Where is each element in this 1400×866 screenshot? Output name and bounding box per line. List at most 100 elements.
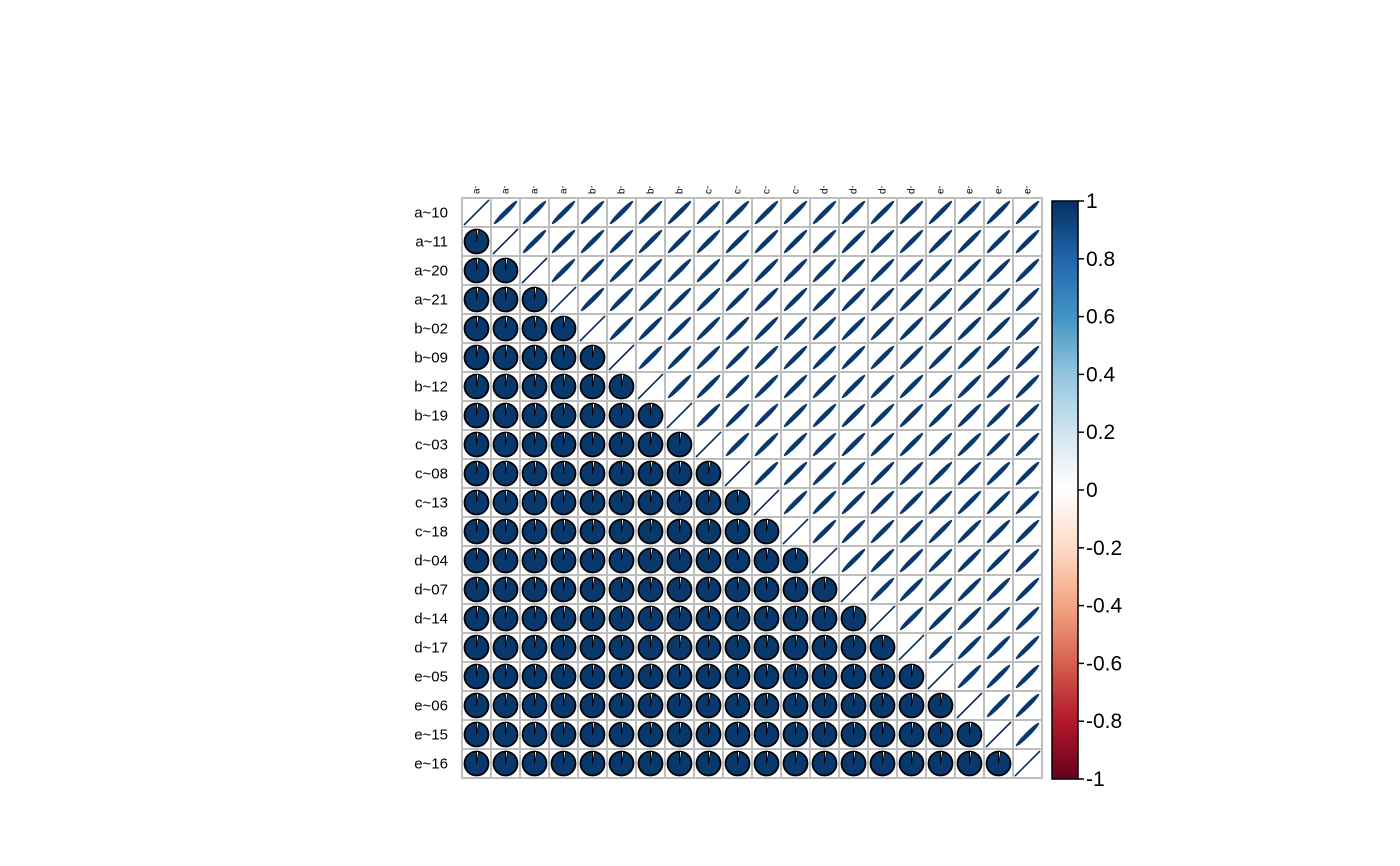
ellipse-mark [1015,693,1040,718]
cell-d~14-e~15 [983,603,1014,634]
cell-c~13-a~21 [548,487,579,518]
ellipse-mark [957,200,982,225]
cell-e~05-c~18 [780,661,811,692]
cell-d~14-d~07 [838,603,869,634]
cell-b~12-e~16 [1012,371,1043,402]
ellipse-mark [841,461,866,486]
cell-d~17-a~11 [490,632,521,663]
cell-c~18-d~07 [838,516,869,547]
cell-b~02-a~11 [490,313,521,344]
cell-d~14-a~21 [548,603,579,634]
ellipse-mark [899,461,924,486]
cell-a~10-e~16 [1012,197,1043,228]
cell-c~03-a~21 [548,429,579,460]
cell-a~11-d~17 [896,226,927,257]
cell-b~02-e~05 [925,313,956,344]
cell-b~09-b~09 [606,342,637,373]
ellipse-mark [870,316,895,341]
cell-c~13-b~09 [606,487,637,518]
cell-a~21-d~14 [867,284,898,315]
cell-a~11-d~07 [838,226,869,257]
ellipse-mark [841,548,866,573]
cell-d~17-e~06 [954,632,985,663]
ellipse-mark [609,287,634,312]
cell-e~15-e~06 [954,719,985,750]
cell-c~18-e~06 [954,516,985,547]
ellipse-mark [1015,345,1040,370]
ellipse-mark [986,258,1011,283]
cell-b~19-b~02 [577,400,608,431]
cell-c~08-a~20 [519,458,550,489]
cell-a~20-e~15 [983,255,1014,286]
ellipse-mark [928,548,953,573]
cell-b~12-a~11 [490,371,521,402]
cell-a~10-e~15 [983,197,1014,228]
cell-a~20-a~11 [490,255,521,286]
ellipse-mark [667,258,692,283]
ellipse-mark [986,693,1011,718]
ellipse-mark [957,461,982,486]
ellipse-mark [986,287,1011,312]
cell-d~14-a~20 [519,603,550,634]
ellipse-mark [551,200,576,225]
ellipse-mark [1015,722,1040,747]
column-labels: a~10a~11a~20a~21b~02b~09b~12b~19c~03c~08… [457,0,1047,194]
ellipse-mark [609,229,634,254]
cell-a~20-c~08 [722,255,753,286]
ellipse-mark [696,200,721,225]
row-label: b~19 [414,408,448,425]
cell-e~16-d~07 [838,748,869,779]
cell-a~21-b~02 [577,284,608,315]
cell-b~09-a~20 [519,342,550,373]
ellipse-mark [783,200,808,225]
cell-c~18-c~03 [693,516,724,547]
ellipse-mark [725,345,750,370]
cell-a~10-d~17 [896,197,927,228]
ellipse-mark [725,287,750,312]
cell-c~03-d~07 [838,429,869,460]
ellipse-mark [638,316,663,341]
ellipse-mark [899,345,924,370]
cell-b~19-a~10 [461,400,492,431]
row-label: e~05 [414,669,448,686]
cell-e~05-d~14 [867,661,898,692]
cell-b~09-d~04 [809,342,840,373]
cell-a~11-a~10 [461,226,492,257]
cell-a~20-a~21 [548,255,579,286]
row-label: e~06 [414,698,448,715]
cell-a~11-d~04 [809,226,840,257]
ellipse-mark [725,258,750,283]
ellipse-mark [957,635,982,660]
ellipse-mark [812,258,837,283]
cell-e~05-a~10 [461,661,492,692]
cell-d~14-c~03 [693,603,724,634]
ellipse-mark [870,461,895,486]
ellipse-mark [928,374,953,399]
cell-a~20-d~17 [896,255,927,286]
ellipse-mark [812,403,837,428]
cell-d~04-e~15 [983,545,1014,576]
cell-c~18-d~14 [867,516,898,547]
diagonal-ellipse-mark [956,692,983,719]
cell-d~04-a~10 [461,545,492,576]
ellipse-mark [928,635,953,660]
cell-c~13-e~15 [983,487,1014,518]
ellipse-mark [783,287,808,312]
ellipse-mark [551,258,576,283]
cell-c~03-b~12 [635,429,666,460]
ellipse-mark [580,287,605,312]
cell-e~06-c~03 [693,690,724,721]
ellipse-mark [1015,403,1040,428]
ellipse-mark [986,490,1011,515]
correlation-grid [461,197,1043,779]
ellipse-mark [1015,432,1040,457]
cell-c~08-a~21 [548,458,579,489]
cell-c~03-a~11 [490,429,521,460]
row-label: e~16 [414,756,448,773]
ellipse-mark [986,664,1011,689]
cell-c~18-b~19 [664,516,695,547]
cell-a~10-a~20 [519,197,550,228]
ellipse-mark [986,461,1011,486]
cell-d~14-b~12 [635,603,666,634]
ellipse-mark [899,200,924,225]
